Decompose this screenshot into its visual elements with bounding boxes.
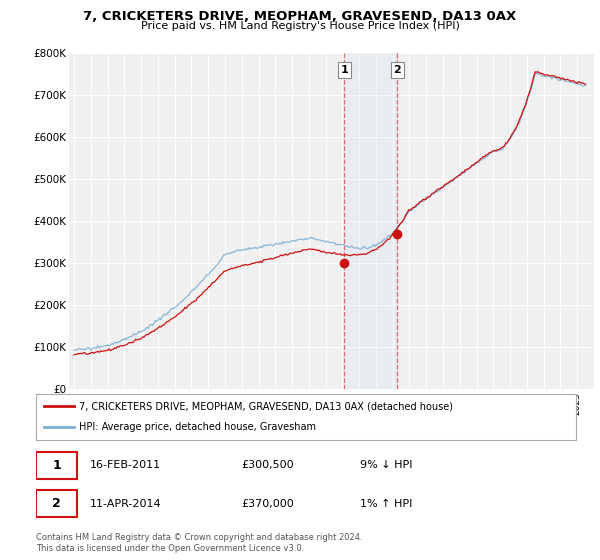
Text: 16-FEB-2011: 16-FEB-2011	[90, 460, 161, 470]
Text: HPI: Average price, detached house, Gravesham: HPI: Average price, detached house, Grav…	[79, 422, 316, 432]
FancyBboxPatch shape	[36, 491, 77, 517]
Text: £300,500: £300,500	[241, 460, 294, 470]
Text: £370,000: £370,000	[241, 498, 294, 508]
Text: 11-APR-2014: 11-APR-2014	[90, 498, 161, 508]
Text: 7, CRICKETERS DRIVE, MEOPHAM, GRAVESEND, DA13 0AX: 7, CRICKETERS DRIVE, MEOPHAM, GRAVESEND,…	[83, 10, 517, 23]
Text: 1% ↑ HPI: 1% ↑ HPI	[360, 498, 412, 508]
Text: 2: 2	[394, 65, 401, 75]
FancyBboxPatch shape	[36, 452, 77, 479]
Text: Contains HM Land Registry data © Crown copyright and database right 2024.
This d: Contains HM Land Registry data © Crown c…	[36, 533, 362, 553]
Text: 7, CRICKETERS DRIVE, MEOPHAM, GRAVESEND, DA13 0AX (detached house): 7, CRICKETERS DRIVE, MEOPHAM, GRAVESEND,…	[79, 401, 453, 411]
Text: Price paid vs. HM Land Registry's House Price Index (HPI): Price paid vs. HM Land Registry's House …	[140, 21, 460, 31]
Text: 2: 2	[52, 497, 61, 510]
Text: 1: 1	[52, 459, 61, 472]
Text: 9% ↓ HPI: 9% ↓ HPI	[360, 460, 413, 470]
Text: 1: 1	[341, 65, 348, 75]
Bar	[344, 53, 397, 389]
